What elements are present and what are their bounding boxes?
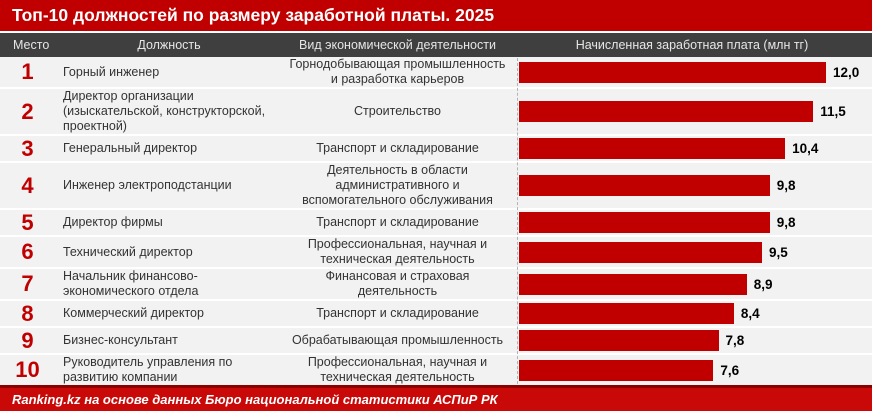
activity-cell: Обрабатывающая промышленность — [291, 333, 504, 347]
column-header-rank: Место — [13, 38, 50, 52]
bar-cell: 12,0 — [512, 57, 872, 87]
salary-bar — [519, 303, 734, 324]
table-row: 8 Коммерческий директор Транспорт и скла… — [0, 301, 872, 326]
bar-cell: 9,8 — [512, 210, 872, 235]
rank-value: 3 — [21, 135, 34, 161]
rank-value: 4 — [21, 172, 34, 198]
column-header-activity: Вид экономической деятельности — [299, 38, 496, 52]
table-row: 7 Начальник финансово-экономического отд… — [0, 269, 872, 299]
position-cell: Руководитель управления по развитию комп… — [63, 355, 233, 384]
table-row: 3 Генеральный директор Транспорт и склад… — [0, 136, 872, 161]
activity-cell: Профессиональная, научная и техническая … — [307, 237, 488, 266]
column-header-salary: Начисленная заработная плата (млн тг) — [575, 38, 809, 52]
salary-bar — [519, 359, 714, 381]
bar-cell: 10,4 — [512, 136, 872, 161]
bar-value-label: 10,4 — [792, 141, 819, 156]
position-cell: Бизнес-консультант — [63, 333, 178, 347]
salary-bar — [519, 330, 719, 351]
table-row: 9 Бизнес-консультант Обрабатывающая пром… — [0, 328, 872, 353]
salary-bar — [519, 241, 763, 263]
page-title: Топ-10 должностей по размеру заработной … — [0, 0, 872, 31]
activity-cell: Горнодобывающая промышленность и разрабо… — [289, 57, 506, 86]
bar-cell: 8,4 — [512, 301, 872, 326]
salary-bar — [519, 212, 770, 233]
activity-cell: Транспорт и складирование — [316, 141, 479, 155]
activity-cell: Строительство — [354, 104, 441, 118]
table-header: Место Должность Вид экономической деятел… — [0, 33, 872, 57]
bar-cell: 11,5 — [512, 89, 872, 134]
rank-value: 5 — [21, 209, 34, 235]
bar-cell: 8,9 — [512, 269, 872, 299]
bar-value-label: 9,8 — [776, 215, 796, 230]
bar-value-label: 7,8 — [725, 333, 745, 348]
bar-cell: 9,5 — [512, 237, 872, 267]
bar-cell: 7,6 — [512, 355, 872, 385]
table-row: 5 Директор фирмы Транспорт и складирован… — [0, 210, 872, 235]
bar-cell: 9,8 — [512, 163, 872, 208]
table-row: 2 Директор организации (изыскательской, … — [0, 89, 872, 134]
bar-value-label: 8,9 — [753, 276, 773, 292]
bar-value-label: 9,5 — [769, 244, 788, 260]
salary-bar — [519, 175, 770, 196]
bar-value-label: 8,4 — [740, 306, 760, 321]
column-header-position: Должность — [137, 38, 201, 52]
table-row: 1 Горный инженер Горнодобывающая промышл… — [0, 57, 872, 87]
rank-value: 9 — [21, 327, 34, 353]
salary-bar — [519, 61, 826, 83]
table-row: 4 Инженер электроподстанции Деятельность… — [0, 163, 872, 208]
salary-bar — [519, 101, 814, 122]
rank-value: 7 — [21, 271, 34, 296]
bar-value-label: 7,6 — [720, 362, 740, 378]
activity-cell: Деятельность в области административного… — [302, 163, 493, 207]
bar-value-label: 9,8 — [776, 178, 796, 193]
activity-cell: Транспорт и складирование — [316, 215, 479, 229]
rank-value: 10 — [15, 357, 40, 382]
rank-value: 1 — [21, 59, 34, 84]
position-cell: Директор организации (изыскательской, ко… — [63, 89, 266, 133]
position-cell: Коммерческий директор — [63, 306, 204, 320]
table-row: 6 Технический директор Профессиональная,… — [0, 237, 872, 267]
position-cell: Технический директор — [63, 244, 193, 259]
bar-value-label: 12,0 — [833, 64, 860, 80]
activity-cell: Финансовая и страховая деятельность — [325, 269, 470, 298]
table-row: 10 Руководитель управления по развитию к… — [0, 355, 872, 385]
position-cell: Горный инженер — [63, 64, 160, 79]
position-cell: Начальник финансово-экономического отдел… — [63, 269, 199, 298]
source-credit: Ranking.kz на основе данных Бюро национа… — [0, 385, 872, 411]
divider — [0, 31, 872, 33]
position-cell: Инженер электроподстанции — [63, 178, 232, 192]
salary-bar — [519, 273, 747, 295]
table-body: 1 Горный инженер Горнодобывающая промышл… — [0, 57, 872, 385]
position-cell: Генеральный директор — [63, 141, 198, 155]
position-cell: Директор фирмы — [63, 215, 163, 229]
rank-value: 8 — [21, 300, 34, 326]
rank-value: 6 — [21, 239, 34, 264]
activity-cell: Транспорт и складирование — [316, 306, 479, 320]
activity-cell: Профессиональная, научная и техническая … — [307, 355, 488, 384]
rank-value: 2 — [21, 98, 34, 124]
bar-cell: 7,8 — [512, 328, 872, 353]
bar-value-label: 11,5 — [820, 104, 846, 119]
salary-bar — [519, 138, 786, 159]
